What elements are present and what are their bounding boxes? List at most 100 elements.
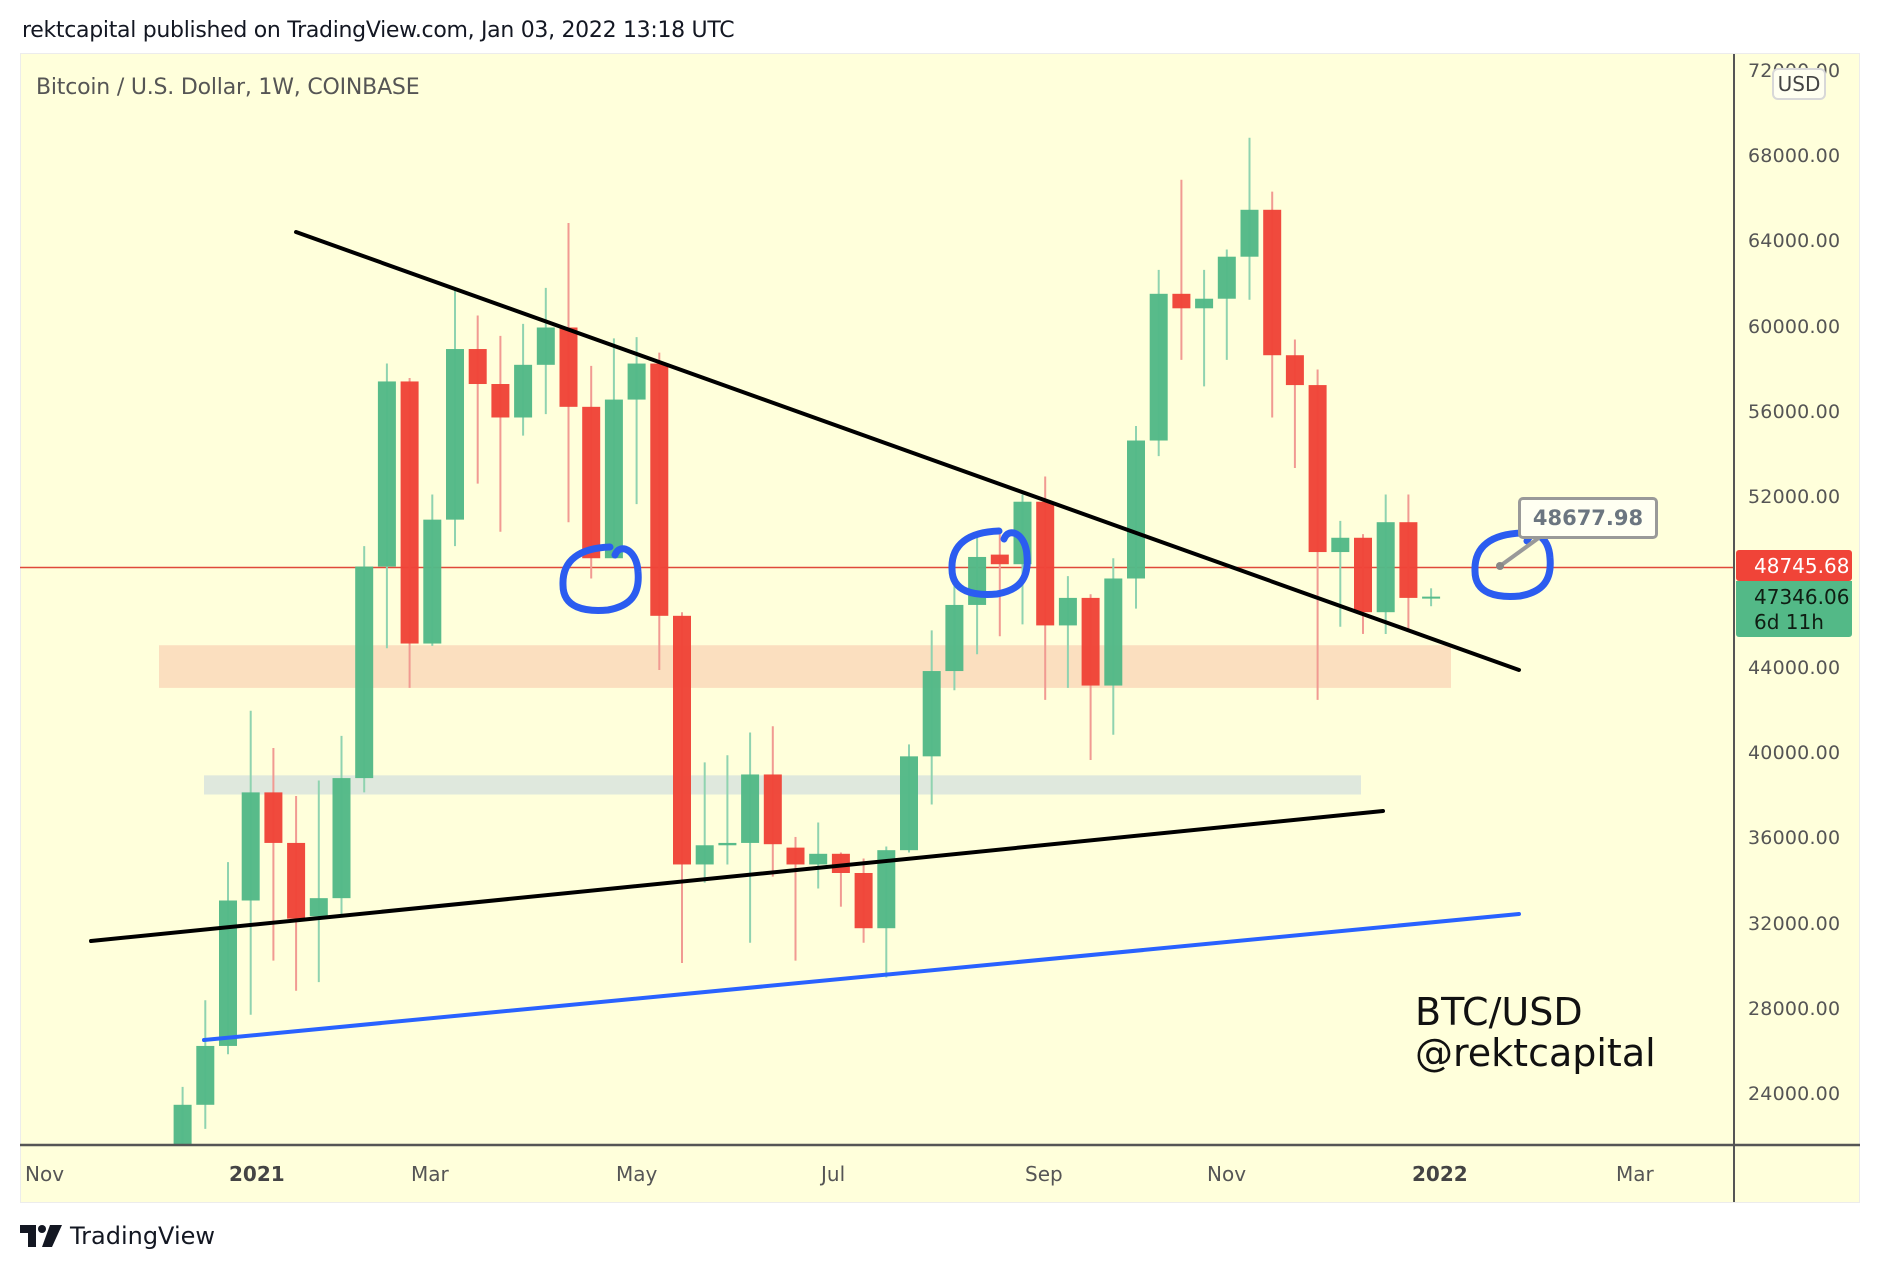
- annotation-circle[interactable]: [1471, 529, 1554, 600]
- candle[interactable]: [1422, 588, 1441, 607]
- symbol-title: Bitcoin / U.S. Dollar, 1W, COINBASE: [36, 75, 420, 100]
- candle[interactable]: [1331, 520, 1350, 627]
- price-tick: 60000.00: [1748, 315, 1841, 338]
- candle[interactable]: [1308, 369, 1327, 700]
- descending-trendline[interactable]: [294, 230, 1521, 672]
- candle[interactable]: [854, 858, 873, 943]
- time-tick: May: [616, 1162, 658, 1186]
- candle[interactable]: [309, 780, 328, 983]
- price-tick: 24000.00: [1748, 1083, 1841, 1106]
- orange-support-zone: [159, 645, 1451, 688]
- candle[interactable]: [1399, 494, 1418, 631]
- candle[interactable]: [604, 338, 623, 559]
- watermark-text: BTC/USD @rektcapital: [1415, 992, 1656, 1074]
- zones: [20, 566, 1734, 795]
- candle[interactable]: [1081, 594, 1100, 760]
- drawings: [89, 230, 1554, 1042]
- candle[interactable]: [990, 528, 1009, 637]
- candle[interactable]: [446, 287, 464, 547]
- candle[interactable]: [1285, 339, 1304, 469]
- tradingview-logo-icon: [20, 1225, 62, 1247]
- candle[interactable]: [355, 546, 374, 793]
- bar-countdown: 6d 11h: [1754, 610, 1824, 634]
- candle[interactable]: [1058, 576, 1077, 688]
- price-tick: 44000.00: [1748, 656, 1841, 679]
- watermark-pair: BTC/USD: [1415, 990, 1583, 1034]
- price-tick: 28000.00: [1748, 997, 1841, 1020]
- candle[interactable]: [173, 1086, 192, 1145]
- time-tick: Jul: [821, 1162, 846, 1186]
- annotation-circle[interactable]: [948, 527, 1031, 598]
- tradingview-logo[interactable]: TradingView: [20, 1222, 215, 1250]
- candle[interactable]: [877, 846, 896, 978]
- candle[interactable]: [741, 732, 760, 943]
- candle[interactable]: [900, 744, 918, 853]
- currency-badge[interactable]: USD: [1772, 68, 1826, 100]
- callout-pointer: [1498, 535, 1542, 568]
- price-tick: 36000.00: [1748, 827, 1841, 850]
- candle[interactable]: [1240, 137, 1259, 300]
- publish-info: rektcapital published on TradingView.com…: [22, 18, 735, 43]
- candle[interactable]: [332, 735, 351, 917]
- candle[interactable]: [1036, 476, 1055, 700]
- candle[interactable]: [673, 612, 691, 963]
- candle[interactable]: [1149, 269, 1168, 457]
- candle[interactable]: [1376, 494, 1395, 634]
- candle[interactable]: [491, 335, 510, 532]
- candle[interactable]: [1263, 191, 1282, 418]
- ascending-trendline[interactable]: [89, 809, 1385, 943]
- callout-anchor: [1496, 562, 1504, 570]
- time-tick: Nov: [1207, 1162, 1247, 1186]
- price-tick: 56000.00: [1748, 400, 1841, 423]
- candle[interactable]: [650, 352, 669, 670]
- watermark-author: @rektcapital: [1415, 1031, 1656, 1075]
- time-tick: 2021: [229, 1162, 285, 1186]
- blue-support-line[interactable]: [202, 912, 1521, 1042]
- candle[interactable]: [1354, 534, 1372, 634]
- candle[interactable]: [831, 852, 850, 907]
- grey-support-zone: [204, 775, 1361, 795]
- price-tick: 64000.00: [1748, 230, 1841, 253]
- candle[interactable]: [536, 287, 555, 415]
- candle[interactable]: [1195, 269, 1214, 387]
- candle[interactable]: [786, 836, 805, 961]
- candle[interactable]: [1172, 179, 1191, 360]
- price-tick: 68000.00: [1748, 144, 1841, 167]
- last-price-tag: 48745.68: [1736, 550, 1852, 581]
- price-callout[interactable]: 48677.98: [1518, 497, 1658, 539]
- price-tick: 52000.00: [1748, 486, 1841, 509]
- candle[interactable]: [559, 223, 578, 523]
- candle[interactable]: [945, 582, 964, 691]
- candle[interactable]: [763, 726, 782, 877]
- candle[interactable]: [468, 315, 487, 484]
- candle[interactable]: [264, 748, 283, 961]
- candle[interactable]: [219, 862, 237, 1055]
- candle[interactable]: [514, 323, 533, 436]
- candle[interactable]: [627, 337, 646, 505]
- annotation-circle[interactable]: [559, 543, 642, 614]
- candle[interactable]: [1217, 249, 1236, 360]
- candle[interactable]: [809, 822, 828, 889]
- tradingview-brand: TradingView: [70, 1222, 216, 1250]
- candle[interactable]: [1104, 558, 1123, 735]
- close-price-tag: 47346.06 6d 11h: [1736, 581, 1852, 637]
- candle[interactable]: [423, 494, 442, 646]
- time-tick: Mar: [411, 1162, 449, 1186]
- time-tick: Sep: [1025, 1162, 1063, 1186]
- close-price-value: 47346.06: [1754, 585, 1850, 609]
- candle[interactable]: [695, 762, 714, 883]
- candle[interactable]: [582, 365, 601, 579]
- candle[interactable]: [1127, 426, 1145, 609]
- candles: [173, 137, 1441, 1145]
- candle[interactable]: [922, 630, 941, 805]
- candle[interactable]: [287, 796, 306, 991]
- time-tick: Nov: [25, 1162, 65, 1186]
- candle[interactable]: [196, 1000, 215, 1129]
- candle[interactable]: [718, 755, 737, 865]
- price-tick: 32000.00: [1748, 912, 1841, 935]
- candle[interactable]: [400, 378, 419, 688]
- candle[interactable]: [241, 710, 260, 1015]
- candle[interactable]: [377, 363, 396, 649]
- price-tick: 40000.00: [1748, 742, 1841, 764]
